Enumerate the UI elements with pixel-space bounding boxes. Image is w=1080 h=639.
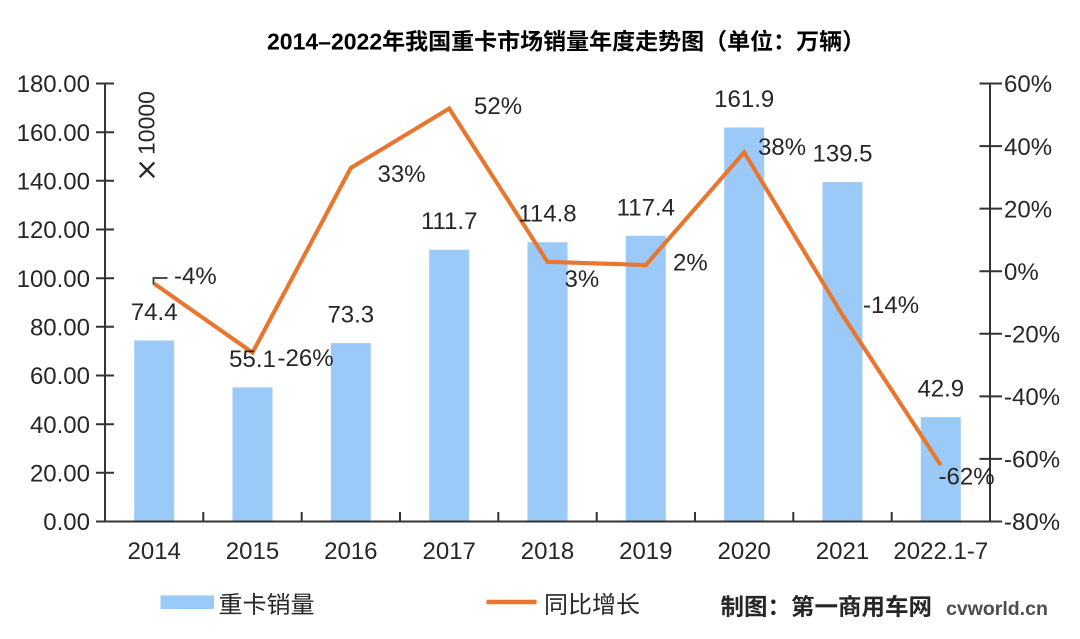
svg-text:2019: 2019 <box>619 538 672 565</box>
svg-text:140.00: 140.00 <box>17 169 90 196</box>
svg-text:3%: 3% <box>565 266 600 293</box>
svg-text:73.3: 73.3 <box>327 302 374 329</box>
svg-text:40%: 40% <box>1004 134 1052 161</box>
svg-text:2021: 2021 <box>816 538 869 565</box>
svg-text:2015: 2015 <box>226 538 279 565</box>
svg-text:74.4: 74.4 <box>131 299 178 326</box>
svg-text:2022.1-7: 2022.1-7 <box>893 538 988 565</box>
svg-text:cvworld.cn: cvworld.cn <box>946 598 1048 620</box>
svg-text:42.9: 42.9 <box>917 376 964 403</box>
svg-text:2017: 2017 <box>423 538 476 565</box>
svg-text:2020: 2020 <box>718 538 771 565</box>
svg-text:120.00: 120.00 <box>17 217 90 244</box>
svg-text:117.4: 117.4 <box>617 194 675 221</box>
svg-text:33%: 33% <box>378 161 426 188</box>
svg-text:-80%: -80% <box>1004 509 1060 536</box>
svg-text:80.00: 80.00 <box>30 315 90 342</box>
svg-text:139.5: 139.5 <box>812 141 872 168</box>
svg-text:38%: 38% <box>758 134 806 161</box>
svg-text:52%: 52% <box>474 93 522 120</box>
svg-text:60.00: 60.00 <box>30 363 90 390</box>
svg-text:55.1: 55.1 <box>229 346 276 373</box>
svg-text:2016: 2016 <box>324 538 377 565</box>
svg-text:160.00: 160.00 <box>17 120 90 147</box>
svg-text:60%: 60% <box>1004 71 1052 98</box>
svg-text:2%: 2% <box>673 250 708 277</box>
svg-text:-26%: -26% <box>278 345 334 372</box>
svg-text:-4%: -4% <box>174 263 217 290</box>
svg-text:111.7: 111.7 <box>421 208 478 235</box>
svg-text:114.8: 114.8 <box>518 201 576 228</box>
svg-text:10000: 10000 <box>134 91 160 155</box>
svg-text:40.00: 40.00 <box>30 412 90 439</box>
svg-text:-20%: -20% <box>1004 322 1060 349</box>
svg-text:-60%: -60% <box>1004 447 1060 474</box>
svg-text:161.9: 161.9 <box>714 86 774 113</box>
svg-text:-62%: -62% <box>939 464 995 491</box>
svg-text:-14%: -14% <box>863 292 919 319</box>
svg-text:2018: 2018 <box>521 538 574 565</box>
svg-text:2014–2022: 2014–2022 <box>267 29 382 55</box>
svg-text:-40%: -40% <box>1004 384 1060 411</box>
svg-text:2014: 2014 <box>128 538 181 565</box>
svg-text:0%: 0% <box>1004 259 1039 286</box>
svg-text:0.00: 0.00 <box>43 509 90 536</box>
svg-text:100.00: 100.00 <box>17 266 90 293</box>
svg-text:180.00: 180.00 <box>17 71 90 98</box>
svg-text:20%: 20% <box>1004 196 1052 223</box>
svg-text:20.00: 20.00 <box>30 461 90 488</box>
